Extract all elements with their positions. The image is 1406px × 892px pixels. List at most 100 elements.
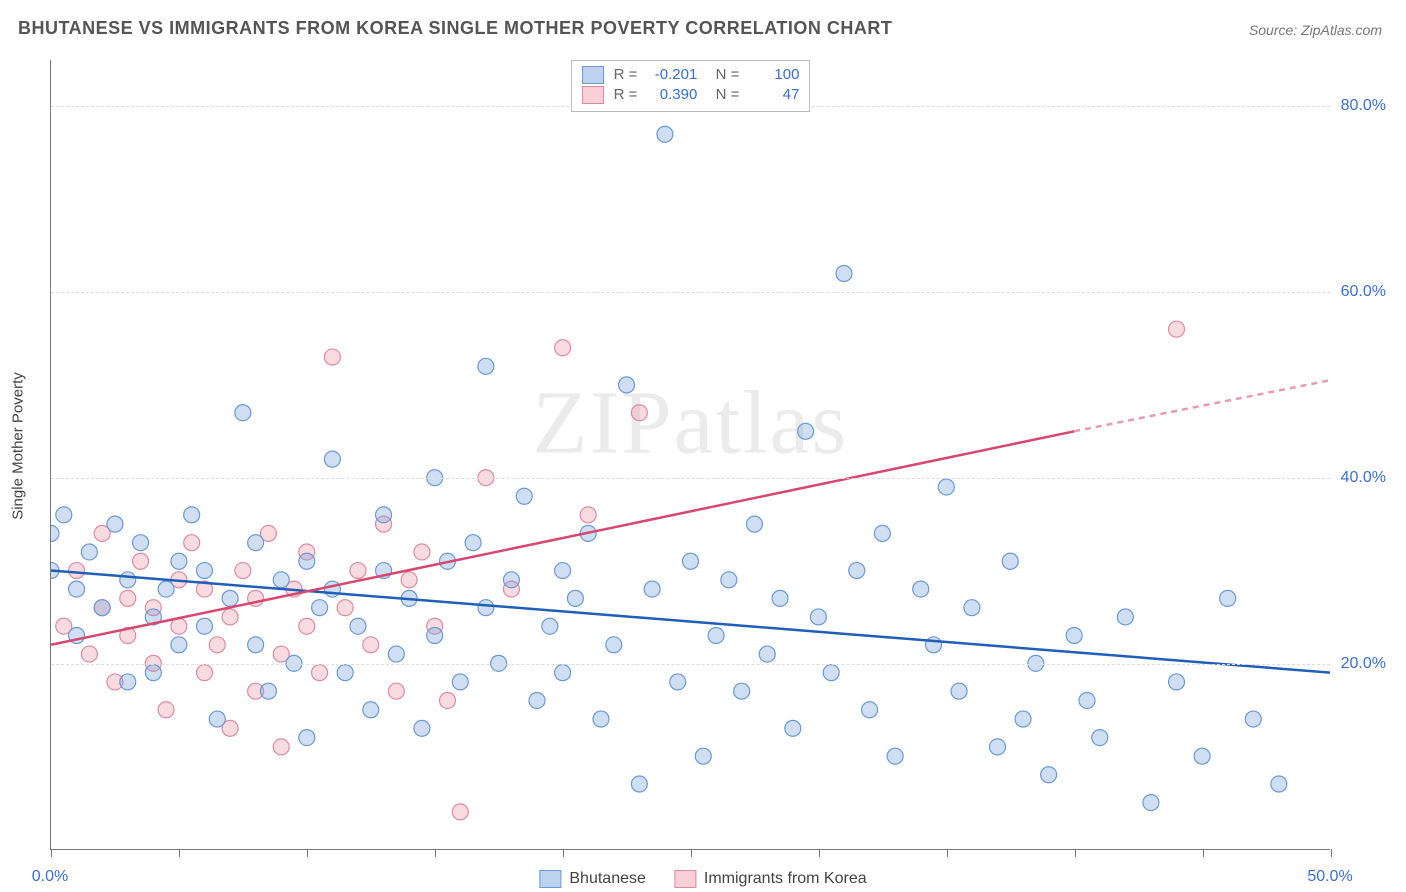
scatter-svg: [51, 60, 1330, 849]
chart-title: BHUTANESE VS IMMIGRANTS FROM KOREA SINGL…: [18, 18, 892, 39]
legend-row-bhutanese: R = -0.201 N = 100: [582, 65, 800, 85]
data-point: [337, 665, 353, 681]
data-point: [926, 637, 942, 653]
data-point: [823, 665, 839, 681]
gridline: [51, 292, 1330, 293]
trend-line: [1074, 380, 1330, 431]
data-point: [1220, 590, 1236, 606]
data-point: [235, 405, 251, 421]
data-point: [324, 349, 340, 365]
data-point: [913, 581, 929, 597]
data-point: [69, 581, 85, 597]
data-point: [388, 646, 404, 662]
data-point: [542, 618, 558, 634]
data-point: [312, 600, 328, 616]
data-point: [209, 637, 225, 653]
data-point: [951, 683, 967, 699]
data-point: [516, 488, 532, 504]
data-point: [644, 581, 660, 597]
data-point: [862, 702, 878, 718]
data-point: [798, 423, 814, 439]
trend-line: [51, 431, 1074, 644]
data-point: [849, 563, 865, 579]
data-point: [312, 665, 328, 681]
data-point: [248, 637, 264, 653]
x-tick: [1075, 849, 1076, 857]
data-point: [235, 563, 251, 579]
data-point: [593, 711, 609, 727]
data-point: [1271, 776, 1287, 792]
data-point: [299, 553, 315, 569]
data-point: [171, 618, 187, 634]
legend-r-value-bhutanese: -0.201: [647, 65, 697, 85]
data-point: [145, 665, 161, 681]
x-tick: [51, 849, 52, 857]
y-tick-label: 80.0%: [1341, 97, 1386, 115]
data-point: [299, 730, 315, 746]
data-point: [567, 590, 583, 606]
x-tick: [435, 849, 436, 857]
data-point: [94, 600, 110, 616]
data-point: [133, 553, 149, 569]
data-point: [260, 683, 276, 699]
x-tick: [819, 849, 820, 857]
data-point: [401, 572, 417, 588]
data-point: [1079, 692, 1095, 708]
data-point: [772, 590, 788, 606]
data-point: [746, 516, 762, 532]
legend-n-label: N =: [707, 65, 739, 85]
data-point: [324, 451, 340, 467]
data-point: [452, 674, 468, 690]
data-point: [171, 637, 187, 653]
data-point: [184, 507, 200, 523]
x-tick-label-max: 50.0%: [1307, 868, 1352, 886]
data-point: [158, 581, 174, 597]
gridline: [51, 478, 1330, 479]
data-point: [810, 609, 826, 625]
data-point: [69, 563, 85, 579]
data-point: [196, 563, 212, 579]
data-point: [887, 748, 903, 764]
data-point: [1169, 674, 1185, 690]
data-point: [503, 572, 519, 588]
data-point: [376, 507, 392, 523]
gridline: [51, 664, 1330, 665]
data-point: [695, 748, 711, 764]
data-point: [619, 377, 635, 393]
data-point: [670, 674, 686, 690]
legend-item-bhutanese: Bhutanese: [539, 870, 646, 888]
data-point: [196, 665, 212, 681]
plot-area: ZIPatlas R = -0.201 N = 100 R = 0.390 N …: [50, 60, 1330, 850]
y-tick-label: 60.0%: [1341, 283, 1386, 301]
x-tick-label-min: 0.0%: [32, 868, 68, 886]
data-point: [414, 544, 430, 560]
data-point: [657, 126, 673, 142]
x-tick: [691, 849, 692, 857]
data-point: [222, 590, 238, 606]
data-point: [133, 535, 149, 551]
series-legend: Bhutanese Immigrants from Korea: [539, 870, 866, 888]
data-point: [120, 674, 136, 690]
data-point: [350, 618, 366, 634]
data-point: [1092, 730, 1108, 746]
swatch-bhutanese: [582, 66, 604, 84]
data-point: [785, 720, 801, 736]
x-tick: [1203, 849, 1204, 857]
data-point: [1002, 553, 1018, 569]
data-point: [388, 683, 404, 699]
data-point: [836, 266, 852, 282]
data-point: [1015, 711, 1031, 727]
data-point: [555, 665, 571, 681]
legend-r-value-korea: 0.390: [647, 85, 697, 105]
data-point: [478, 358, 494, 374]
x-tick: [563, 849, 564, 857]
data-point: [465, 535, 481, 551]
data-point: [120, 572, 136, 588]
legend-r-label: R =: [614, 65, 638, 85]
data-point: [580, 507, 596, 523]
legend-n-value-korea: 47: [749, 85, 799, 105]
data-point: [171, 553, 187, 569]
data-point: [874, 525, 890, 541]
data-point: [759, 646, 775, 662]
data-point: [989, 739, 1005, 755]
